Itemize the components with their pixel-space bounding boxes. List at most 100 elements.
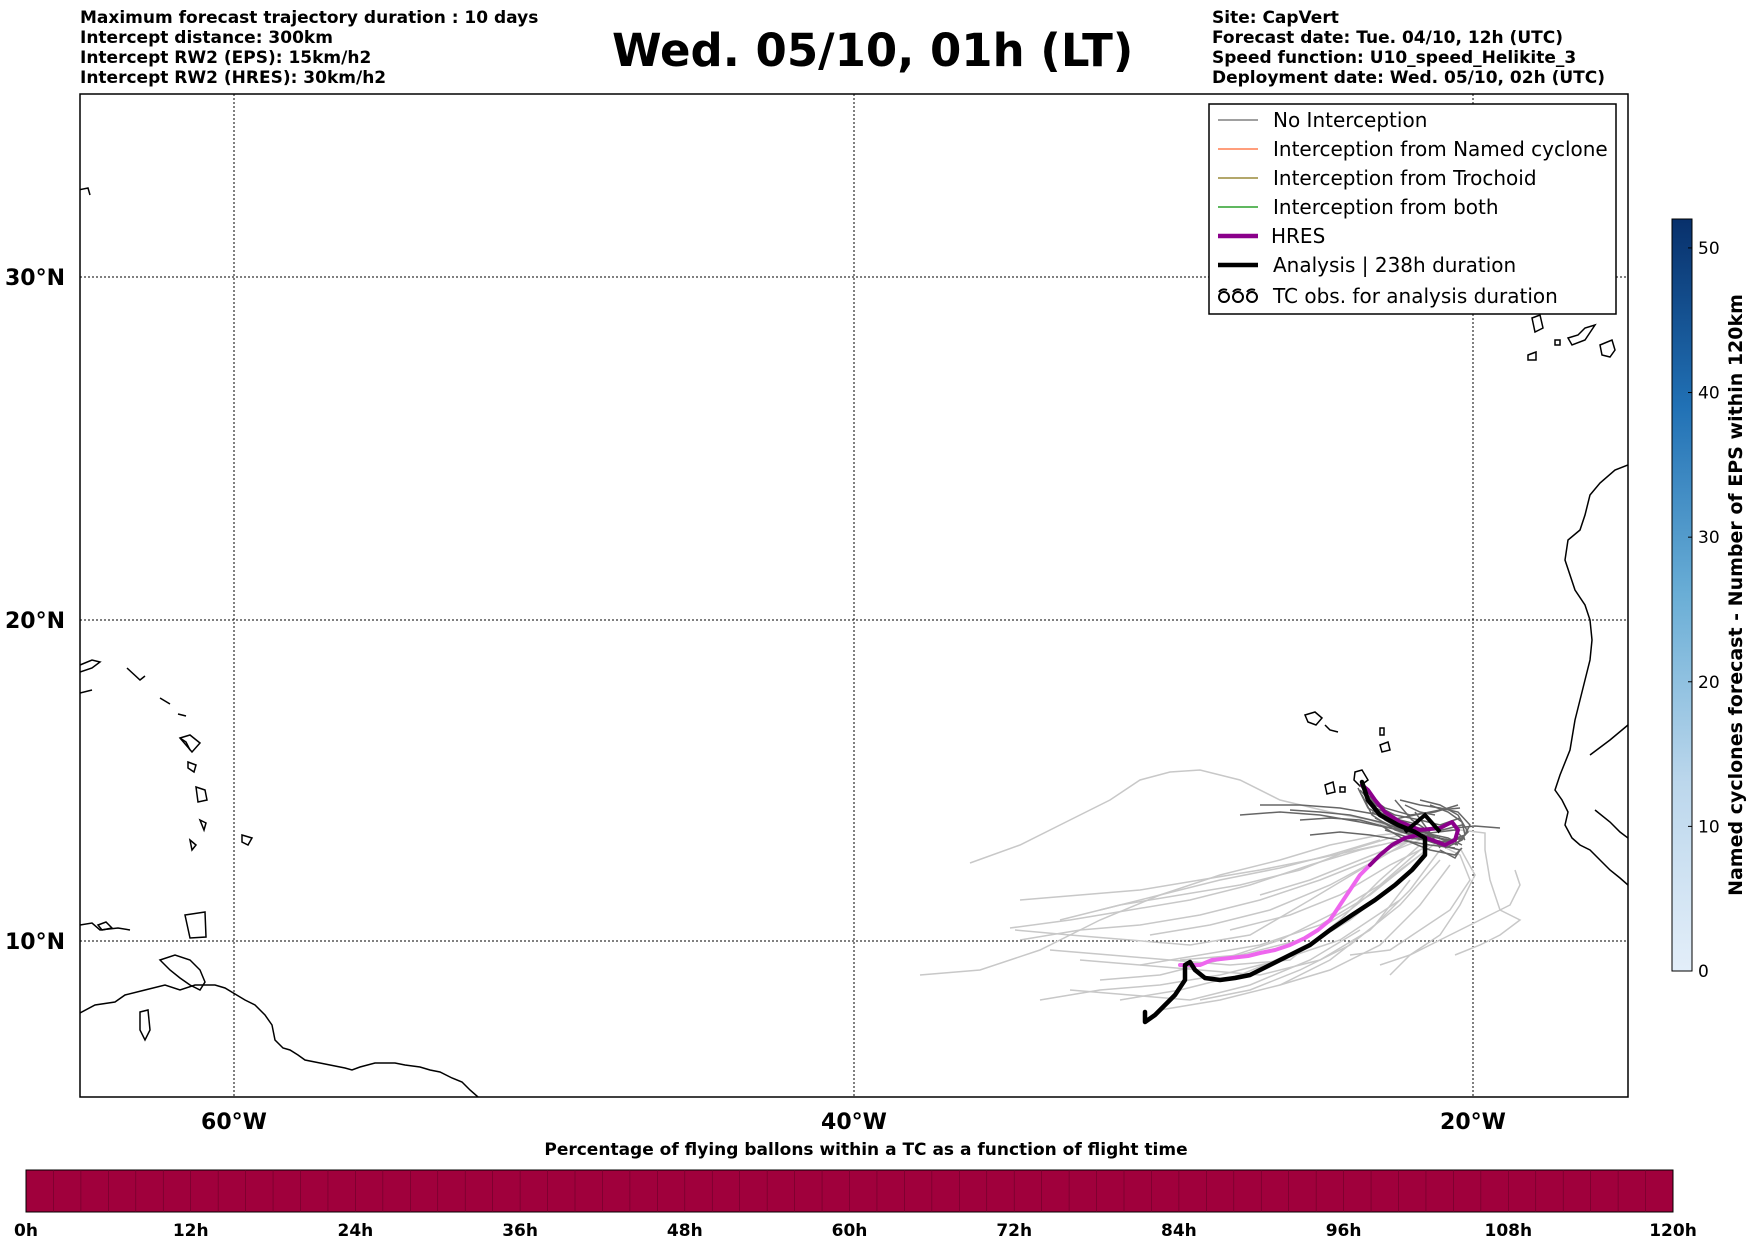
coastlines [80, 187, 1628, 1097]
eps-trajectories-light [919, 769, 1522, 1011]
legend-label: Interception from both [1273, 195, 1499, 219]
legend-item: HRES [1218, 224, 1325, 248]
legend-item: Interception from both [1218, 195, 1499, 219]
lon-label: 20°W [1440, 1110, 1506, 1135]
trajectory [1049, 844, 1421, 966]
trajectory [1439, 849, 1461, 859]
bottom-colorbar-tick-label: 72h [996, 1221, 1032, 1241]
island [177, 713, 187, 717]
guadeloupe [178, 734, 202, 754]
analysis-trajectory-branch [1403, 812, 1442, 834]
lat-label: 30°N [5, 266, 65, 291]
bottom-colorbar-tick-label: 108h [1485, 1221, 1533, 1241]
barbados [241, 833, 254, 846]
legend-item: TC obs. for analysis duration [1218, 284, 1558, 308]
south-america-coast [80, 984, 479, 1097]
cape-verde-island [1379, 727, 1385, 736]
hres-line-early [1360, 783, 1460, 867]
island [80, 689, 93, 694]
header-info-left: Maximum forecast trajectory duration : 1… [80, 8, 538, 88]
legend-label: Analysis | 238h duration [1273, 253, 1516, 277]
martinique [195, 785, 208, 803]
canary-island [1527, 350, 1537, 361]
bottom-colorbar-tick-label: 24h [338, 1221, 374, 1241]
colorbar-ticks: 0 10 20 30 40 50 [1688, 239, 1720, 982]
island [139, 1009, 151, 1042]
lat-label: 10°N [5, 930, 65, 955]
legend-item: Analysis | 238h duration [1218, 253, 1516, 277]
info-line: Intercept RW2 (EPS): 15km/h2 [80, 48, 372, 68]
island [159, 697, 171, 705]
colorbar-tick-label: 40 [1698, 384, 1720, 404]
tc-symbol-icon [1218, 288, 1258, 303]
trajectory [1159, 879, 1411, 1011]
legend-item: Interception from Named cyclone [1218, 137, 1608, 161]
info-line: Deployment date: Wed. 05/10, 02h (UTC) [1212, 68, 1606, 88]
canary-island [1554, 339, 1561, 346]
cape-verde-island [1324, 780, 1336, 795]
trajectory [1019, 839, 1421, 941]
bottom-colorbar-tick-label: 12h [173, 1221, 209, 1241]
legend-label: No Interception [1273, 108, 1427, 132]
lon-label: 40°W [821, 1110, 887, 1135]
hres-trajectory [1178, 783, 1460, 967]
colorbar-title: Named cyclones forecast - Number of EPS … [1725, 294, 1747, 896]
trajectory [1014, 839, 1411, 946]
bottom-colorbar-tick-label: 0h [14, 1221, 38, 1241]
legend: No Interception Interception from Named … [1208, 103, 1617, 315]
trajectory [1229, 844, 1431, 931]
colorbar-tick-label: 50 [1698, 239, 1720, 259]
info-line: Intercept distance: 300km [80, 28, 333, 48]
trajectory [1019, 844, 1381, 901]
africa-coast [1594, 809, 1628, 839]
colorbar-right: 0 10 20 30 40 50 Named cyclones forecast - Nu… [1671, 218, 1747, 982]
analysis-trajectory [1142, 779, 1428, 1025]
legend-item: Interception from Trochoid [1218, 166, 1537, 190]
trajectory [1069, 929, 1361, 1001]
lon-label: 60°W [201, 1110, 267, 1135]
canary-island [1531, 313, 1544, 334]
bottom-colorbar-ticks: 0h 12h 24h 36h 48h 60h 72h 84h 96h 108h 120h [14, 1170, 1697, 1241]
trajectory [1454, 825, 1501, 829]
cape-verde-island [1303, 711, 1324, 726]
trajectory [1139, 854, 1421, 966]
trajectory [1099, 839, 1381, 911]
bottom-colorbar-tick-label: 84h [1161, 1221, 1197, 1241]
trajectory [1389, 847, 1476, 976]
trajectory [1429, 804, 1466, 843]
st-vincent [188, 838, 198, 852]
canary-island [1599, 338, 1616, 358]
info-line: Intercept RW2 (HRES): 30km/h2 [80, 68, 387, 88]
trajectory [1279, 864, 1451, 986]
cape-verde-island [1324, 724, 1339, 733]
legend-label: Interception from Named cyclone [1273, 137, 1608, 161]
trajectory [1379, 824, 1463, 856]
africa-coast [1554, 464, 1628, 886]
bottom-colorbar-tick-label: 120h [1649, 1221, 1697, 1241]
puerto-rico-coast [80, 659, 102, 673]
trajectory [919, 829, 1431, 976]
bottom-colorbar-title: Percentage of flying ballons within a TC… [544, 1140, 1187, 1160]
colorbar-tick-label: 30 [1698, 528, 1720, 548]
africa-coast [1589, 724, 1628, 756]
colorbar-bottom: Percentage of flying ballons within a TC… [14, 1140, 1697, 1241]
trajectory [1399, 799, 1471, 849]
trajectory [1349, 844, 1471, 956]
island [126, 667, 146, 681]
trajectory [1309, 831, 1456, 849]
trinidad-island [184, 911, 207, 939]
info-line: Forecast date: Tue. 04/10, 12h (UTC) [1212, 28, 1563, 48]
cape-verde-island [1339, 786, 1346, 793]
info-line: Site: CapVert [1212, 8, 1339, 28]
bottom-colorbar-tick-label: 96h [1326, 1221, 1362, 1241]
colorbar-tick-label: 20 [1698, 673, 1720, 693]
colorbar-gradient [1671, 218, 1693, 972]
legend-label: HRES [1271, 224, 1325, 248]
venezuela-coast [158, 954, 206, 991]
st-lucia [198, 818, 207, 833]
trajectory [1079, 849, 1441, 976]
legend-item: No Interception [1218, 108, 1427, 132]
trajectory [1149, 834, 1421, 936]
colorbar-tick-label: 0 [1698, 962, 1709, 982]
